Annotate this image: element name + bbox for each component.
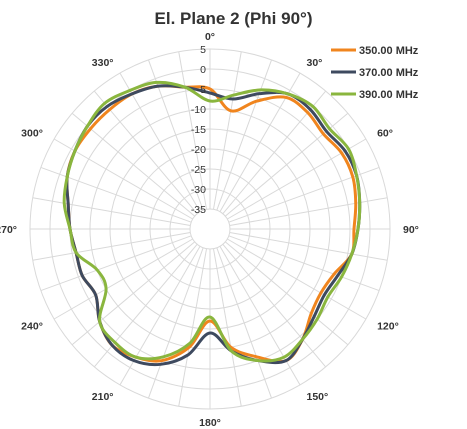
angle-tick-label-0: 0° bbox=[205, 31, 215, 43]
radial-tick-label-2: -5 bbox=[197, 84, 206, 96]
grid-spoke-200 bbox=[147, 247, 204, 399]
legend: 350.00 MHz 370.00 MHz 390.00 MHz bbox=[331, 45, 419, 101]
radial-tick-label-4: -15 bbox=[191, 124, 206, 136]
grid-spoke-250 bbox=[40, 235, 192, 292]
grid-spoke-330 bbox=[119, 72, 201, 212]
radial-tick-label-7: -30 bbox=[191, 184, 206, 196]
radial-tick-label-8: -35 bbox=[191, 204, 206, 216]
grid-spoke-190 bbox=[178, 248, 208, 407]
grid-spoke-100 bbox=[229, 231, 388, 261]
grid-spoke-320 bbox=[93, 90, 198, 215]
grid-spoke-300 bbox=[53, 138, 193, 220]
grid-spoke-170 bbox=[212, 248, 242, 407]
grid-spoke-110 bbox=[228, 235, 380, 292]
grid-spoke-310 bbox=[71, 112, 196, 217]
angle-tick-label-270: 270° bbox=[0, 224, 17, 236]
radial-tick-label-3: -10 bbox=[191, 104, 206, 116]
radial-tick-label-5: -20 bbox=[191, 144, 206, 156]
grid-spoke-150 bbox=[219, 246, 301, 386]
angle-tick-label-30: 30° bbox=[307, 57, 323, 69]
angle-tick-label-90: 90° bbox=[403, 224, 419, 236]
series-lines bbox=[62, 80, 362, 367]
grid-spoke-350 bbox=[178, 51, 208, 210]
radial-labels: 5 0 -5 -10 -15 -20 -25 -30 -35 bbox=[191, 44, 206, 216]
angle-tick-label-60: 60° bbox=[377, 128, 393, 140]
angle-tick-label-240: 240° bbox=[21, 321, 43, 333]
legend-label-0: 350.00 MHz bbox=[359, 45, 419, 57]
angle-tick-label-330: 330° bbox=[92, 57, 114, 69]
angle-tick-label-120: 120° bbox=[377, 321, 399, 333]
grid-spoke-130 bbox=[224, 241, 349, 346]
grid-spoke-230 bbox=[71, 241, 196, 346]
grid-spoke-160 bbox=[216, 247, 273, 399]
grid-spoke-240 bbox=[53, 238, 193, 320]
grid-spokes bbox=[30, 49, 390, 409]
radial-tick-label-0: 5 bbox=[200, 44, 206, 56]
angle-tick-label-180: 180° bbox=[199, 417, 221, 429]
radial-tick-label-6: -25 bbox=[191, 164, 206, 176]
grid-spoke-80 bbox=[229, 197, 388, 227]
angle-tick-label-150: 150° bbox=[307, 391, 329, 403]
grid-spoke-280 bbox=[32, 197, 191, 227]
angle-tick-label-300: 300° bbox=[21, 128, 43, 140]
grid-spoke-20 bbox=[216, 59, 273, 211]
grid-spoke-120 bbox=[227, 238, 367, 320]
radial-tick-label-1: 0 bbox=[200, 64, 206, 76]
angle-tick-label-210: 210° bbox=[92, 391, 114, 403]
grid-spoke-260 bbox=[32, 231, 191, 261]
chart-title: El. Plane 2 (Phi 90°) bbox=[154, 9, 313, 28]
legend-label-1: 370.00 MHz bbox=[359, 67, 419, 79]
series-line-2 bbox=[62, 80, 362, 363]
legend-label-2: 390.00 MHz bbox=[359, 89, 419, 101]
grid-spoke-140 bbox=[222, 243, 327, 368]
angle-labels: 0° 30° 60° 90° 120° 150° 180° 210° 240° 270° 300° 3… bbox=[0, 31, 419, 429]
grid-spoke-10 bbox=[212, 51, 242, 210]
